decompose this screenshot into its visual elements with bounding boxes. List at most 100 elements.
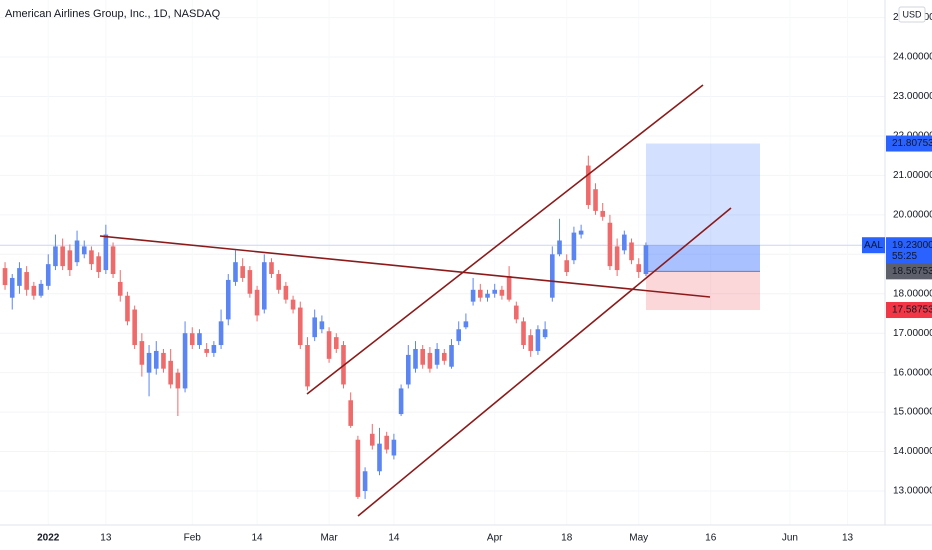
- candle-body: [492, 289, 498, 294]
- candle-body: [528, 335, 534, 351]
- candle-body: [17, 268, 22, 286]
- candle-body: [290, 299, 296, 310]
- candle-body: [427, 352, 433, 369]
- candle-body: [377, 443, 382, 472]
- candle-body: [89, 250, 94, 265]
- candles: [2, 155, 649, 499]
- candle-body: [38, 283, 44, 296]
- candle-body: [24, 272, 29, 290]
- x-tick-label: Feb: [184, 533, 202, 544]
- candle-body: [211, 345, 217, 353]
- candle-body: [550, 254, 555, 298]
- chart-title: American Airlines Group, Inc., 1D, NASDA…: [5, 8, 221, 20]
- y-tick-label: 20.00000: [893, 209, 932, 220]
- candle-body: [254, 289, 260, 316]
- candle-body: [110, 246, 116, 275]
- candle-body: [125, 295, 130, 322]
- price-label: 18.56753: [892, 266, 932, 277]
- price-label: 21.80753: [892, 138, 932, 149]
- price-label-box: [886, 263, 932, 280]
- candle-body: [139, 341, 145, 365]
- y-tick-label: 17.00000: [893, 328, 932, 339]
- drawings: [99, 84, 732, 517]
- candle-body: [132, 309, 137, 346]
- trend-line: [99, 235, 711, 298]
- candle-body: [470, 289, 476, 302]
- x-tick-label: 13: [842, 533, 854, 544]
- symbol: AAL: [864, 240, 883, 251]
- candle-body: [283, 285, 289, 300]
- candle-body: [456, 329, 462, 342]
- y-tick-label: 24.00000: [893, 52, 932, 63]
- candle-body: [600, 210, 606, 217]
- y-tick-label: 18.00000: [893, 288, 932, 299]
- y-tick-label: 23.00000: [893, 91, 932, 102]
- channel-upper: [306, 84, 704, 395]
- candle-body: [161, 352, 166, 369]
- candle-body: [557, 240, 562, 255]
- candle-body: [96, 256, 101, 273]
- candle-body: [2, 268, 8, 286]
- candle-body: [326, 331, 332, 359]
- y-tick-label: 13.00000: [893, 486, 932, 497]
- candle-body: [153, 350, 159, 369]
- y-tick-label: 21.00000: [893, 170, 932, 181]
- candle-body: [297, 307, 303, 346]
- candle-body: [233, 262, 238, 282]
- candle-body: [521, 321, 526, 346]
- candle-body: [168, 360, 173, 385]
- candle-body: [420, 348, 425, 365]
- candle-body: [391, 439, 397, 456]
- x-tick-label: 2022: [37, 533, 60, 544]
- candle-body: [31, 285, 37, 296]
- candle-body: [463, 321, 469, 328]
- stop-zone: [646, 271, 760, 311]
- price-label: 19.23000: [892, 240, 932, 251]
- candle-body: [506, 275, 512, 300]
- candle-body: [261, 262, 267, 310]
- candle-body: [478, 289, 483, 298]
- candle-body: [117, 281, 123, 296]
- candle-body: [614, 246, 620, 271]
- candle-body: [312, 317, 317, 338]
- x-tick-label: 14: [252, 533, 264, 544]
- price-label-box: [886, 302, 932, 319]
- candle-body: [67, 250, 73, 271]
- candle-body: [362, 471, 368, 491]
- candle-body: [189, 333, 195, 346]
- candle-body: [586, 165, 591, 205]
- y-tick-label: 15.00000: [893, 407, 932, 418]
- price-label: 17.58753: [892, 305, 932, 316]
- candle-body: [542, 329, 548, 338]
- candle-body: [175, 372, 181, 389]
- candle-body: [636, 264, 642, 273]
- candle-body: [434, 348, 440, 365]
- candle-body: [269, 262, 274, 275]
- candle-body: [643, 245, 649, 275]
- candle-body: [60, 246, 65, 267]
- candle-body: [218, 321, 224, 346]
- y-tick-label: 14.00000: [893, 446, 932, 457]
- x-tick-label: Apr: [487, 533, 503, 544]
- candle-body: [369, 433, 375, 446]
- x-tick-label: 16: [705, 533, 717, 544]
- currency-badge[interactable]: [898, 6, 926, 23]
- candle-body: [305, 345, 310, 387]
- candle-body: [276, 274, 281, 290]
- candle-body: [449, 345, 454, 367]
- x-tick-label: Jun: [782, 533, 798, 544]
- x-tick-label: Mar: [320, 533, 338, 544]
- candle-body: [333, 337, 339, 349]
- candle-body: [319, 321, 325, 330]
- candle-body: [514, 305, 519, 320]
- x-tick-label: 18: [561, 533, 573, 544]
- y-tick-label: 16.00000: [893, 367, 932, 378]
- candle-body: [622, 234, 627, 251]
- candle-body: [9, 277, 15, 298]
- countdown: 55:25: [892, 251, 917, 262]
- candle-body: [405, 354, 411, 385]
- candle-body: [578, 230, 584, 235]
- candle-body: [485, 293, 490, 298]
